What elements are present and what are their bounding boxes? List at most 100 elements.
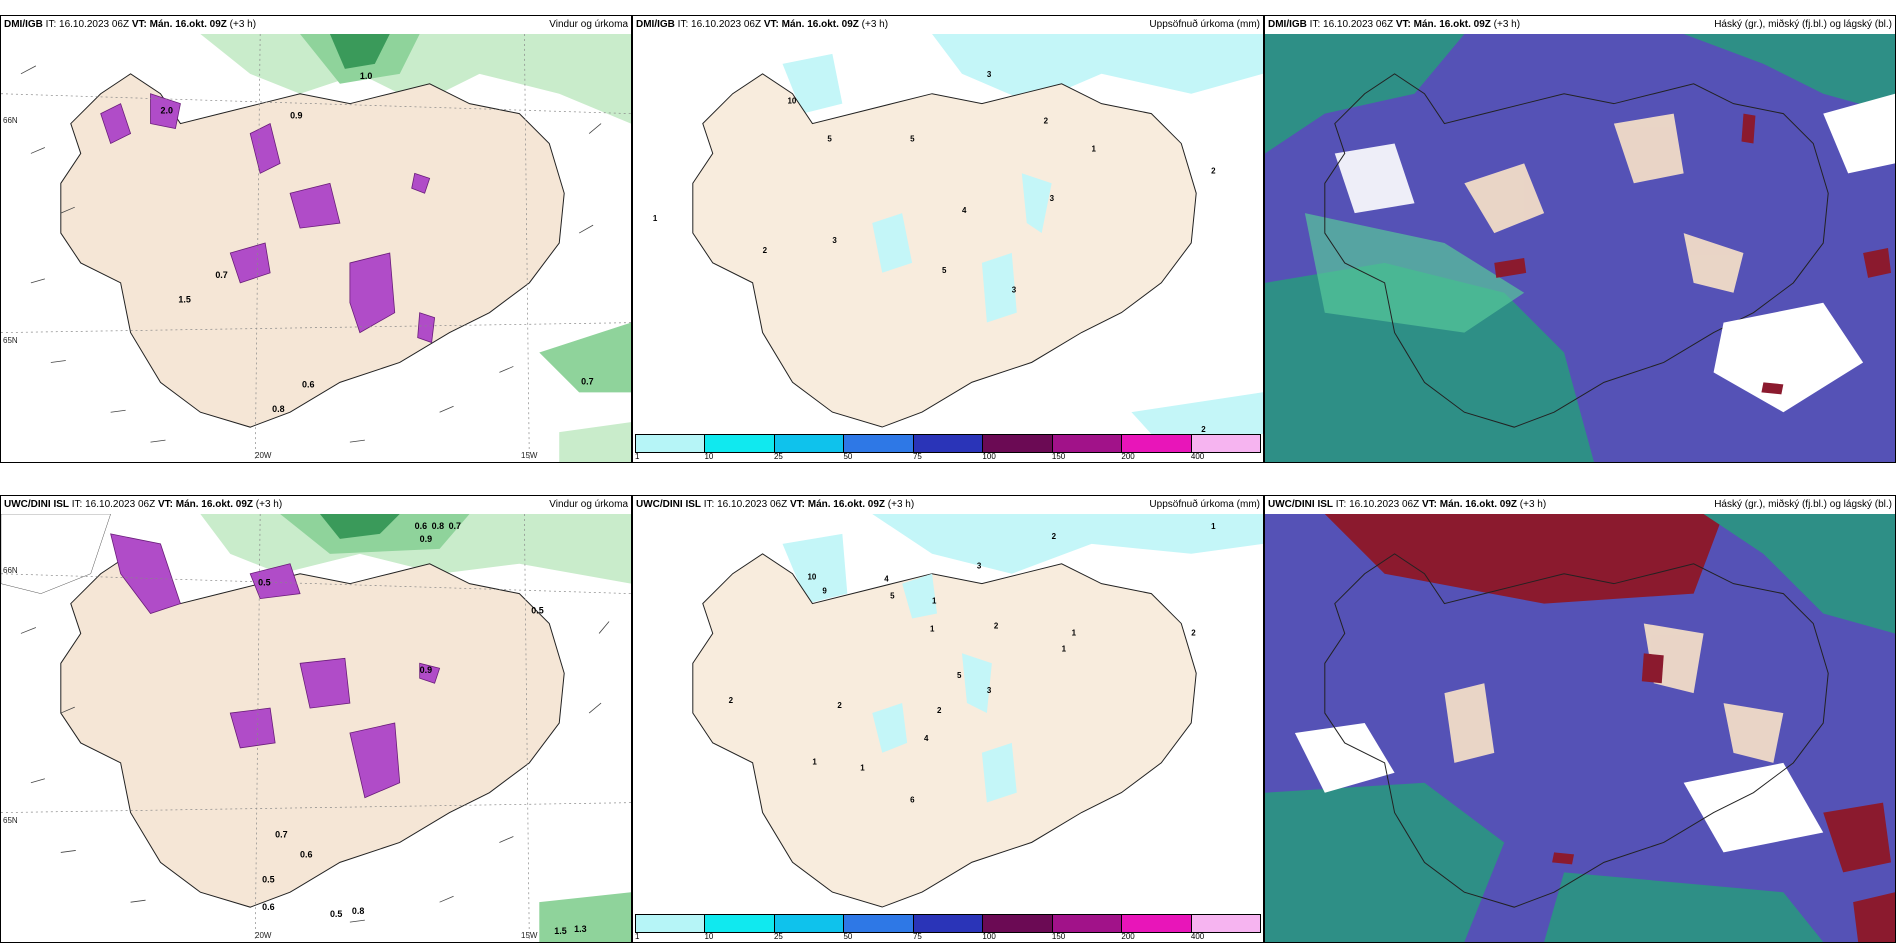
- dotted-gridlines: [1, 34, 631, 462]
- panel-source: DMI/IGB: [1268, 19, 1307, 30]
- scale-box: [844, 915, 914, 932]
- precip-value-label: 4: [884, 575, 889, 584]
- scale-boxes: [635, 914, 1261, 933]
- panel-lead: (+3 h): [1493, 19, 1521, 30]
- axis-lat-label: 66N: [3, 566, 18, 575]
- panel-header: UWC/DINI ISL IT: 16.10.2023 06Z VT: Mán.…: [1265, 496, 1895, 514]
- axis-lat-label: 65N: [3, 816, 18, 825]
- wind-value-label: 0.7: [581, 376, 593, 386]
- wind-value-label: 0.5: [262, 874, 274, 884]
- iceland-land: [692, 73, 1197, 428]
- panel-title: Uppsöfnuð úrkoma (mm): [1149, 499, 1260, 510]
- panel-clouds-top: DMI/IGB IT: 16.10.2023 06Z VT: Mán. 16.o…: [1264, 15, 1896, 463]
- scale-box: [1052, 915, 1123, 932]
- wind-value-label: 0.9: [420, 534, 432, 544]
- iceland-land: [1324, 73, 1829, 428]
- panel-precip-top: DMI/IGB IT: 16.10.2023 06Z VT: Mán. 16.o…: [632, 15, 1264, 463]
- panel-vt: VT: Mán. 16.okt. 09Z: [763, 19, 859, 30]
- axis-lon-label: 15W: [521, 451, 538, 460]
- map-clouds[interactable]: [1265, 514, 1895, 942]
- precip-value-label: 4: [962, 206, 967, 215]
- panel-header: DMI/IGB IT: 16.10.2023 06Z VT: Mán. 16.o…: [1, 16, 631, 34]
- wind-value-label: 0.9: [290, 111, 302, 121]
- precip-value-label: 10: [807, 573, 816, 582]
- scale-box: [1052, 435, 1123, 452]
- wind-value-label: 0.5: [330, 909, 342, 919]
- precip-value-label: 3: [1012, 286, 1017, 295]
- panel-title: Uppsöfnuð úrkoma (mm): [1149, 19, 1260, 30]
- scale-tick: 50: [843, 932, 853, 941]
- precip-value-label: 6: [910, 796, 915, 805]
- axis-lon-label: 15W: [521, 931, 538, 940]
- wind-value-label: 0.8: [432, 521, 444, 531]
- wind-value-label: 0.7: [215, 270, 227, 280]
- scale-tick: 10: [704, 452, 714, 461]
- map-svg: 0.6 0.8 0.7 0.9 0.5 0.5 0.7 0.6 0.5 0.6 …: [1, 514, 631, 942]
- scale-box: [983, 915, 1053, 932]
- precip-value-label: 10: [788, 97, 797, 106]
- magenta-precip-cells: [100, 93, 436, 344]
- panel-vt: VT: Mán. 16.okt. 09Z: [1421, 499, 1517, 510]
- scale-box: [913, 435, 984, 452]
- scale-box: [1191, 915, 1260, 932]
- precip-value-label: 3: [1050, 194, 1055, 203]
- iceland-land: [1324, 553, 1829, 908]
- panel-lead: (+3 h): [1519, 499, 1547, 510]
- panel-it: 16.10.2023 06Z: [691, 19, 762, 30]
- panel-lead: (+3 h): [229, 19, 257, 30]
- scale-box: [774, 435, 845, 452]
- scale-tick: 150: [1051, 452, 1066, 461]
- scale-box: [913, 915, 984, 932]
- wind-value-label: 0.5: [531, 606, 543, 616]
- panel-it: 16.10.2023 06Z: [717, 499, 788, 510]
- scale-tick: 25: [773, 932, 783, 941]
- panel-source: DMI/IGB: [636, 19, 675, 30]
- panel-title: Háský (gr.), miðský (fj.bl.) og lágský (…: [1714, 499, 1892, 510]
- panel-vt: VT: Mán. 16.okt. 09Z: [1395, 19, 1491, 30]
- precip-value-label: 2: [1052, 532, 1057, 541]
- precip-value-label: 2: [1201, 425, 1206, 434]
- map-accum-precip[interactable]: 2 1 3 5 4 1 2 1 1 2 5 3 2 2 4 1 1 6 10 9: [633, 514, 1263, 914]
- wind-value-label: 0.5: [258, 578, 270, 588]
- scale-tick: 400: [1190, 452, 1205, 461]
- precip-value-label: 3: [987, 686, 992, 695]
- scale-tick: 100: [982, 932, 996, 941]
- precip-value-label: 1: [932, 597, 937, 606]
- wind-value-label: 2.0: [160, 106, 172, 116]
- precip-value-label: 2: [837, 701, 842, 710]
- scale-tick: 400: [1190, 932, 1205, 941]
- scale-ticks: 1 10 25 50 75 100 150 200 400: [635, 452, 1261, 462]
- map-clouds[interactable]: [1265, 34, 1895, 462]
- scale-tick: 100: [982, 452, 996, 461]
- scale-box: [1122, 915, 1192, 932]
- precip-color-scale: 1 10 25 50 75 100 150 200 400: [633, 434, 1263, 462]
- scale-tick: 25: [773, 452, 783, 461]
- scale-tick: 75: [912, 452, 922, 461]
- wind-value-label: 0.6: [415, 521, 427, 531]
- scale-box: [705, 435, 775, 452]
- wind-value-label: 0.8: [352, 906, 364, 916]
- precip-value-label: 5: [890, 592, 895, 601]
- precip-color-scale: 1 10 25 50 75 100 150 200 400: [633, 914, 1263, 942]
- panel-lead: (+3 h): [255, 499, 283, 510]
- scale-box: [636, 435, 706, 452]
- panel-source: DMI/IGB: [4, 19, 43, 30]
- wind-value-label: 1.5: [554, 926, 566, 936]
- wind-value-label: 0.9: [420, 665, 432, 675]
- panel-title: Háský (gr.), miðský (fj.bl.) og lágský (…: [1714, 19, 1892, 30]
- panel-vt: VT: Mán. 16.okt. 09Z: [157, 499, 253, 510]
- map-wind-precip[interactable]: 1.0 2.0 0.9 0.7 1.5 0.7 0.6 0.8: [1, 34, 631, 462]
- map-wind-precip[interactable]: 0.6 0.8 0.7 0.9 0.5 0.5 0.7 0.6 0.5 0.6 …: [1, 514, 631, 942]
- map-accum-precip[interactable]: 3 2 1 2 3 5 4 5 3 2 3 2 1 10 5: [633, 34, 1263, 434]
- precip-value-label: 2: [763, 246, 768, 255]
- scale-box: [844, 435, 914, 452]
- panel-it: 16.10.2023 06Z: [85, 499, 156, 510]
- precip-value-label: 5: [942, 266, 947, 275]
- axis-lon-label: 20W: [255, 931, 272, 940]
- precip-value-label: 5: [957, 671, 962, 680]
- panel-title: Vindur og úrkoma: [549, 19, 628, 30]
- precip-value-label: 2: [1044, 117, 1049, 126]
- wind-value-label: 1.5: [178, 295, 190, 305]
- panel-vt: VT: Mán. 16.okt. 09Z: [789, 499, 885, 510]
- panel-header: UWC/DINI ISL IT: 16.10.2023 06Z VT: Mán.…: [633, 496, 1263, 514]
